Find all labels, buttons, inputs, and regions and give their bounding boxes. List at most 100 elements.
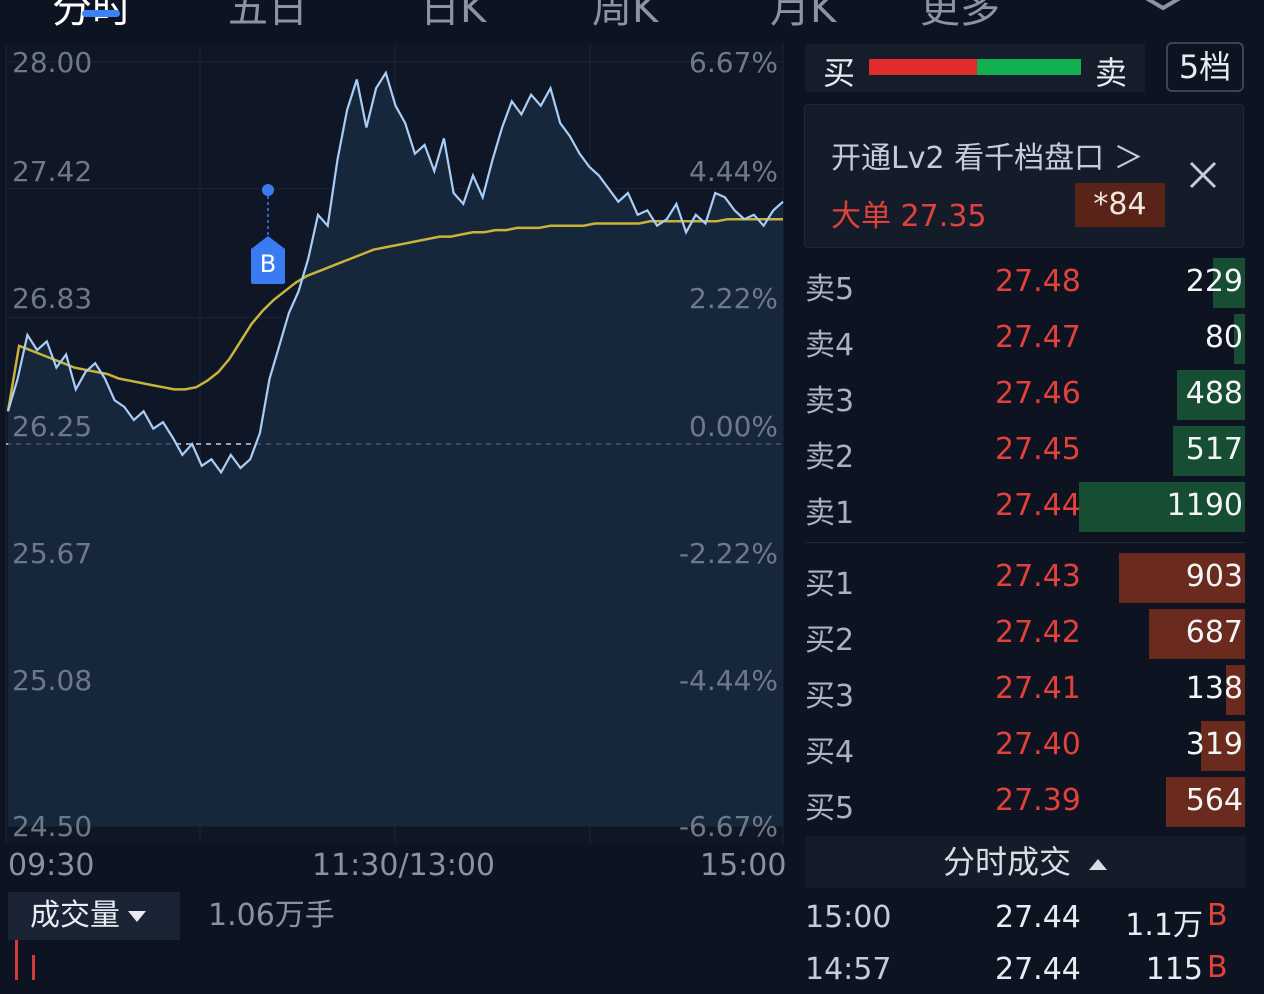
trade-row: 15:00 27.44 1.1万 B <box>805 892 1245 943</box>
ask-level-label: 卖5 <box>805 272 855 307</box>
trades-header[interactable]: 分时成交 <box>805 836 1245 888</box>
ask-level-label: 卖2 <box>805 440 855 475</box>
close-icon[interactable] <box>1185 157 1221 193</box>
ask-level-label: 卖4 <box>805 328 855 363</box>
ask-row[interactable]: 卖1 27.44 1190 <box>805 482 1245 532</box>
bid-qty: 687 <box>1185 615 1243 650</box>
buy-sell-ratio: 买 卖 <box>805 44 1145 92</box>
ask-level-label: 卖3 <box>805 384 855 419</box>
bid-depth-bar <box>1226 665 1245 715</box>
bid-level-label: 买3 <box>805 679 855 714</box>
ask-depth-bar <box>1079 482 1245 532</box>
bid-qty: 138 <box>1185 671 1243 706</box>
ask-row[interactable]: 卖5 27.48 229 <box>805 258 1245 308</box>
intraday-chart[interactable] <box>0 44 790 844</box>
bid-price: 27.43 <box>995 559 1081 594</box>
bid-depth-bar <box>1166 777 1245 827</box>
ask-qty: 80 <box>1204 320 1243 355</box>
ask-qty: 229 <box>1185 264 1243 299</box>
bid-depth-bar <box>1119 553 1245 603</box>
price-tick: 26.83 <box>12 282 93 315</box>
caret-up-icon <box>1089 858 1107 870</box>
price-tick: 24.50 <box>12 810 93 843</box>
price-tick: 25.08 <box>12 664 93 697</box>
tab-monthly-k[interactable]: 月K <box>770 0 837 32</box>
depth-level-button[interactable]: 5档 <box>1166 42 1244 92</box>
bid-row[interactable]: 买2 27.42 687 <box>805 609 1245 659</box>
tab-daily-k[interactable]: 日K <box>420 0 487 32</box>
buy-marker-body <box>251 248 285 284</box>
volume-bar-mark <box>32 955 35 980</box>
ask-level-label: 卖1 <box>805 496 855 531</box>
active-tab-indicator <box>82 10 120 17</box>
buy-ratio-bar <box>869 59 977 75</box>
trade-side: B <box>1207 950 1228 985</box>
bid-qty: 319 <box>1185 727 1243 762</box>
pct-tick: 0.00% <box>689 410 778 443</box>
ask-row[interactable]: 卖2 27.45 517 <box>805 426 1245 476</box>
ask-price: 27.47 <box>995 320 1081 355</box>
bid-row[interactable]: 买5 27.39 564 <box>805 777 1245 827</box>
volume-value: 1.06万手 <box>208 898 335 933</box>
indicator-select-button[interactable]: 成交量 <box>8 892 180 940</box>
big-order-badge: *84 <box>1075 183 1165 227</box>
bid-level-label: 买1 <box>805 567 855 602</box>
volume-bar: 成交量 1.06万手 <box>8 892 783 940</box>
bid-qty: 903 <box>1185 559 1243 594</box>
buy-signal-marker[interactable]: B <box>251 236 285 284</box>
buy-point-dot <box>262 184 274 196</box>
trade-time: 15:00 <box>805 900 892 935</box>
bid-price: 27.42 <box>995 615 1081 650</box>
trades-header-label: 分时成交 <box>942 843 1071 881</box>
bid-depth-bar <box>1149 609 1245 659</box>
ask-row[interactable]: 卖4 27.47 80 <box>805 314 1245 364</box>
ask-depth-bar <box>1177 370 1245 420</box>
bid-level-label: 买4 <box>805 735 855 770</box>
sell-ratio-bar <box>977 59 1081 75</box>
order-book-divider <box>805 542 1245 543</box>
caret-down-icon <box>128 911 146 922</box>
ask-qty: 488 <box>1185 376 1243 411</box>
price-area-fill <box>8 72 783 826</box>
price-line <box>6 70 784 475</box>
bid-row[interactable]: 买3 27.41 138 <box>805 665 1245 715</box>
pct-tick: 6.67% <box>689 46 778 79</box>
sell-label: 卖 <box>1094 54 1127 92</box>
price-tick: 26.25 <box>12 410 93 443</box>
price-chart-svg <box>5 44 784 844</box>
trade-price: 27.44 <box>995 900 1081 935</box>
lv2-banner-title[interactable]: 开通Lv2 看千档盘口 ＞ <box>831 141 1144 176</box>
bid-price: 27.40 <box>995 727 1081 762</box>
tab-more[interactable]: 更多 <box>920 0 1000 32</box>
price-tick: 28.00 <box>12 46 93 79</box>
time-tick-open: 09:30 <box>8 848 95 883</box>
bid-level-label: 买5 <box>805 791 855 826</box>
trade-row: 14:57 27.44 115 B <box>805 944 1245 994</box>
time-tick-close: 15:00 <box>700 848 787 883</box>
tab-five-day[interactable]: 五日 <box>228 0 308 32</box>
pct-tick: -2.22% <box>678 537 778 570</box>
bid-level-label: 买2 <box>805 623 855 658</box>
lv2-promo-banner[interactable]: 开通Lv2 看千档盘口 ＞ 大单 27.35 *84 <box>804 104 1244 248</box>
buy-marker-label: B <box>259 250 277 278</box>
bid-row[interactable]: 买1 27.43 903 <box>805 553 1245 603</box>
tab-weekly-k[interactable]: 周K <box>592 0 659 32</box>
pct-tick: -4.44% <box>678 664 778 697</box>
ask-price: 27.45 <box>995 432 1081 467</box>
bid-row[interactable]: 买4 27.40 319 <box>805 721 1245 771</box>
ask-price: 27.46 <box>995 376 1081 411</box>
price-tick: 27.42 <box>12 155 93 188</box>
pct-tick: 4.44% <box>689 155 778 188</box>
indicator-select-label: 成交量 <box>30 898 120 933</box>
ask-price: 27.44 <box>995 488 1081 523</box>
big-order-price: 大单 27.35 <box>831 199 987 234</box>
ask-depth-bar <box>1234 314 1245 364</box>
trade-time: 14:57 <box>805 952 892 987</box>
pct-tick: -6.67% <box>678 810 778 843</box>
ask-row[interactable]: 卖3 27.46 488 <box>805 370 1245 420</box>
tab-intraday[interactable]: 分时 <box>52 0 132 34</box>
trade-side: B <box>1207 898 1228 933</box>
time-tick-midday: 11:30/13:00 <box>312 848 496 883</box>
settings-hexagon-icon[interactable] <box>1140 0 1186 12</box>
ask-depth-bar <box>1173 426 1245 476</box>
